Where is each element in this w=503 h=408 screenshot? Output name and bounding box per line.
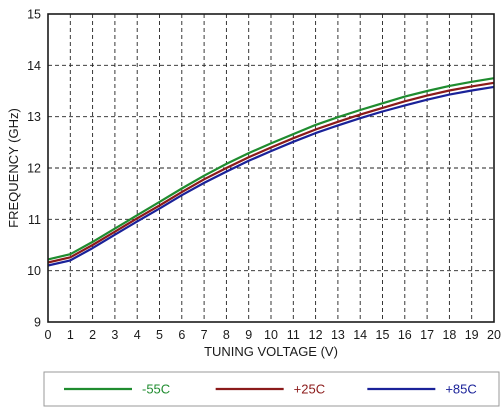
x-tick-label: 11 <box>287 328 300 342</box>
grid <box>48 14 494 322</box>
x-tick-label: 4 <box>134 328 141 342</box>
series-lines <box>47 77 495 267</box>
series-line <box>47 77 495 261</box>
x-tick-label: 20 <box>487 328 501 342</box>
x-tick-label: 2 <box>89 328 96 342</box>
legend: -55C +25C +85C <box>43 371 500 407</box>
x-tick-label: 9 <box>245 328 252 342</box>
x-tick-labels: 0 1 2 3 4 5 6 7 8 9 10 11 12 13 14 15 16 17 18 19 20 <box>45 328 501 342</box>
y-tick-label: 9 <box>34 316 41 330</box>
x-tick-label: 16 <box>398 328 412 342</box>
y-tick-label: 15 <box>27 8 41 22</box>
y-tick-label: 13 <box>27 110 41 124</box>
legend-label: +25C <box>294 382 325 397</box>
x-tick-label: 10 <box>264 328 278 342</box>
x-tick-label: 6 <box>178 328 185 342</box>
series-line <box>47 85 495 267</box>
legend-label: +85C <box>445 382 476 397</box>
x-tick-label: 15 <box>376 328 390 342</box>
y-tick-label: 11 <box>28 213 41 227</box>
x-tick-label: 13 <box>331 328 345 342</box>
x-tick-label: 12 <box>309 328 323 342</box>
x-tick-label: 18 <box>442 328 456 342</box>
x-tick-label: 17 <box>420 328 434 342</box>
y-tick-labels: 9 10 11 12 13 14 15 <box>27 8 41 330</box>
x-tick-label: 14 <box>353 328 367 342</box>
x-axis-label: TUNING VOLTAGE (V) <box>204 344 338 359</box>
y-tick-label: 12 <box>27 162 41 176</box>
y-axis-label: FREQUENCY (GHz) <box>6 108 21 228</box>
legend-label: -55C <box>142 382 170 397</box>
x-tick-label: 5 <box>156 328 163 342</box>
x-tick-label: 8 <box>223 328 230 342</box>
y-tick-label: 10 <box>27 264 41 278</box>
plot-frame <box>47 13 495 323</box>
x-tick-label: 19 <box>465 328 479 342</box>
x-tick-label: 3 <box>111 328 118 342</box>
x-tick-label: 0 <box>45 328 52 342</box>
x-tick-label: 1 <box>67 328 74 342</box>
x-tick-label: 7 <box>201 328 208 342</box>
y-tick-label: 14 <box>27 59 41 73</box>
series-line <box>47 81 495 264</box>
